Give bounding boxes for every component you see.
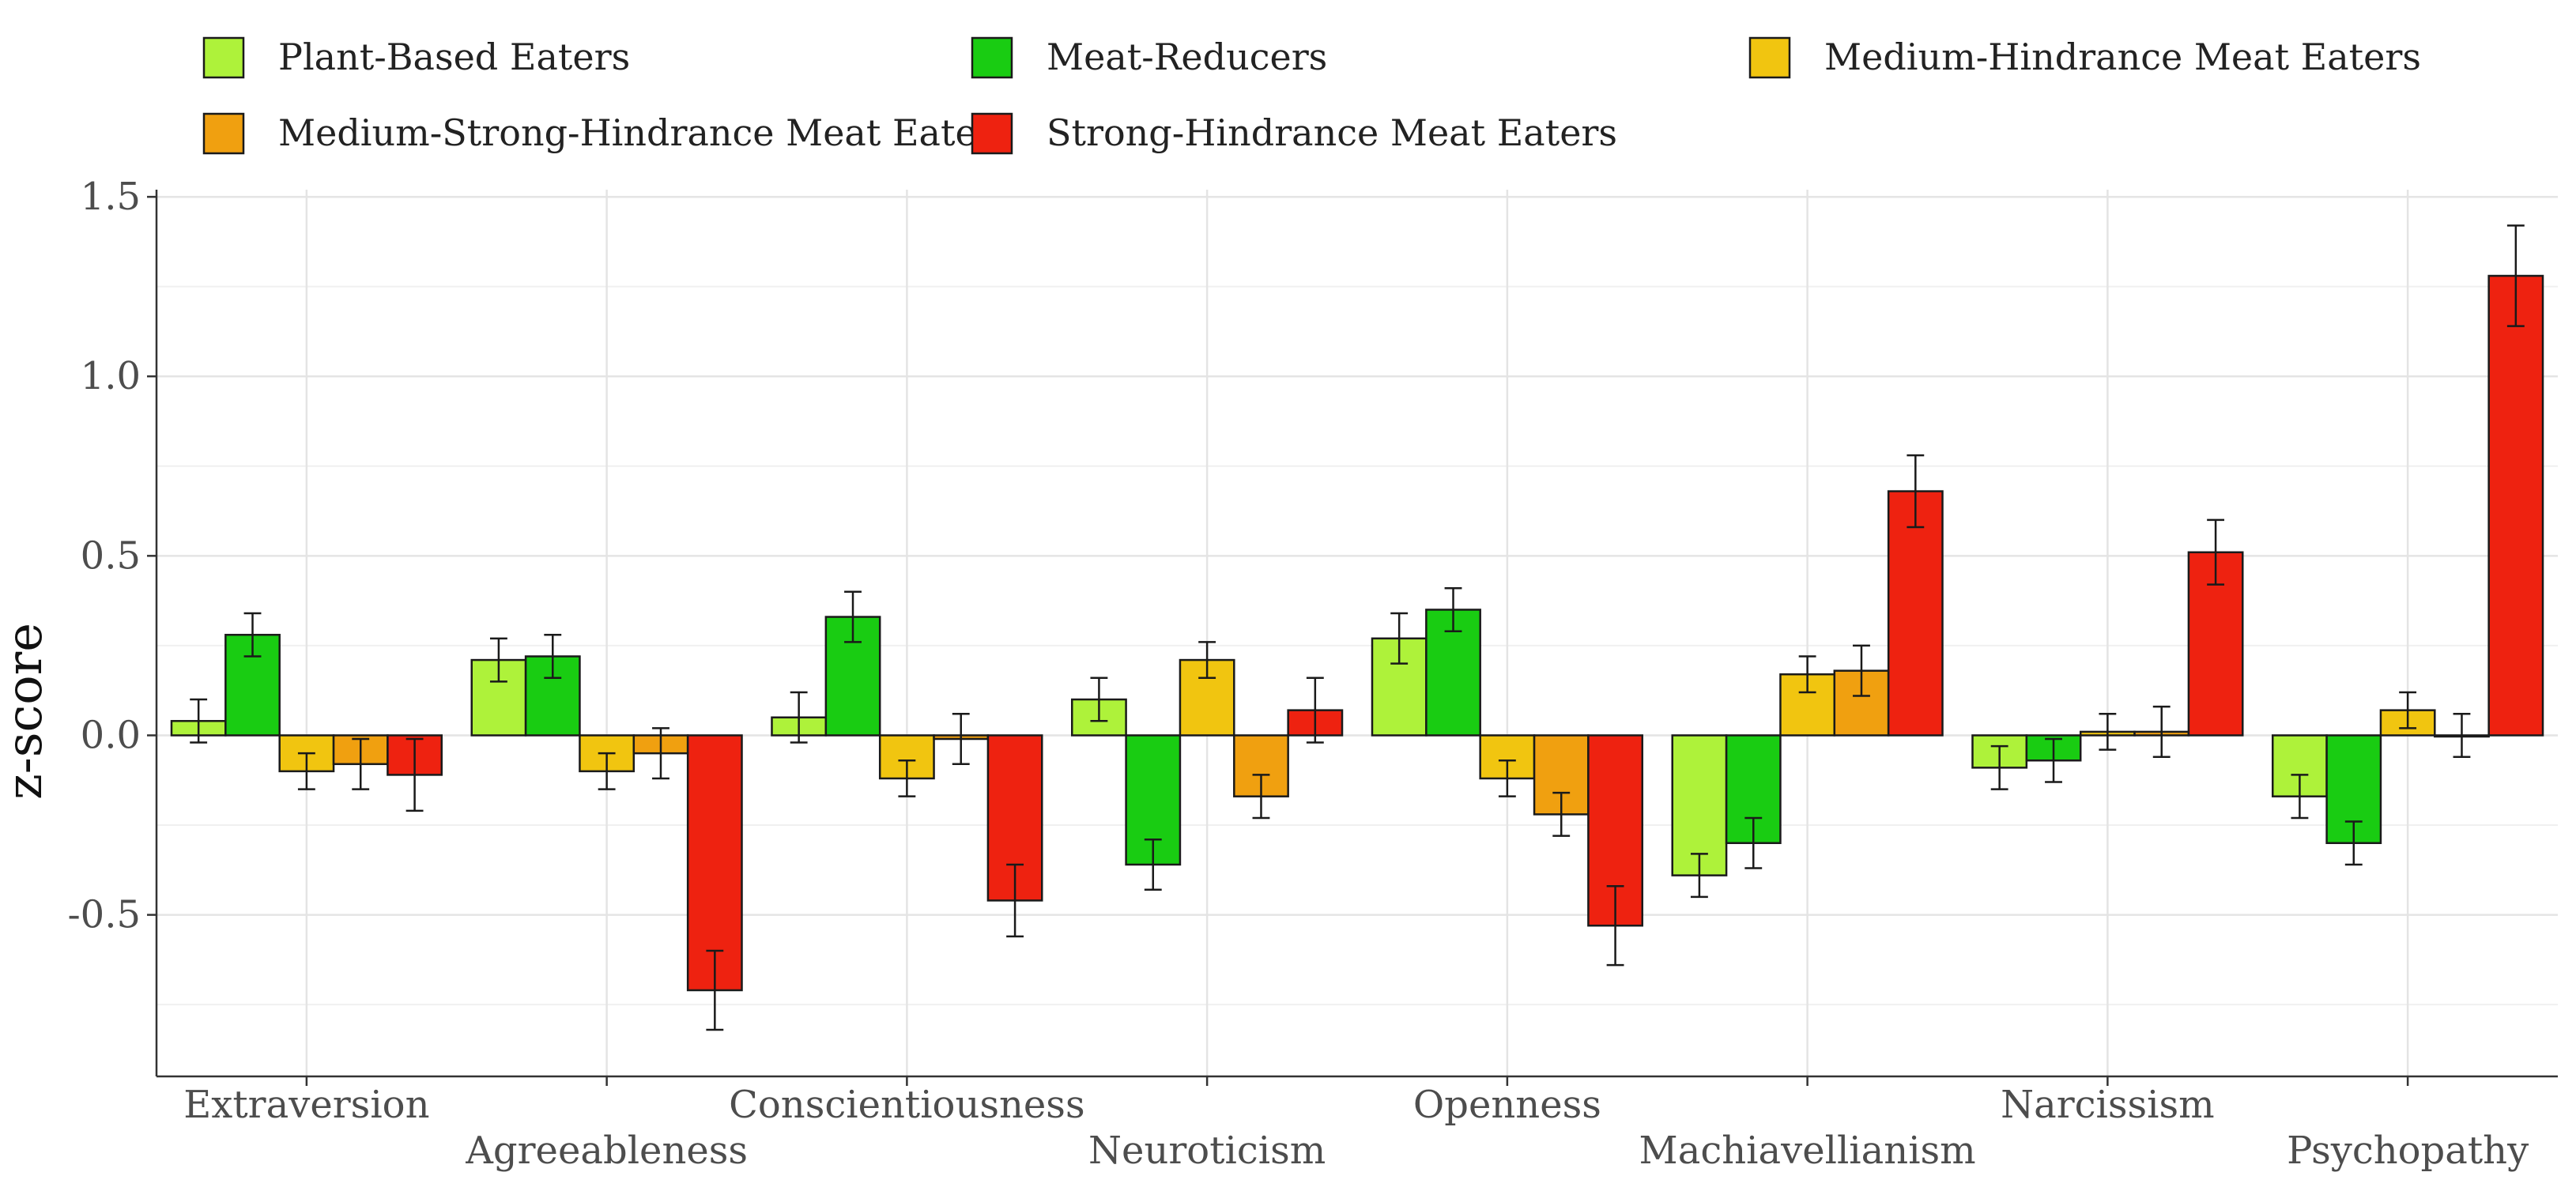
grid (157, 190, 2558, 1076)
legend: Plant-Based Eaters Meat-Reducers Medium-Hi… (202, 36, 2421, 155)
x-tick-label: Machiavellianism (1639, 1129, 1976, 1173)
y-tick-label: 0.0 (81, 713, 141, 757)
legend-swatch (971, 112, 1013, 155)
legend-swatch (971, 36, 1013, 79)
y-tick-label: 1.5 (81, 175, 141, 219)
legend-swatch (202, 112, 245, 155)
legend-label: Medium-Hindrance Meat Eaters (1824, 36, 2421, 78)
bar (1671, 734, 1728, 876)
legend-label: Medium-Strong-Hindrance Meat Eaters (278, 111, 1013, 154)
x-tick-label: Narcissism (2001, 1083, 2215, 1127)
legend-label: Plant-Based Eaters (278, 36, 630, 78)
x-tick-label: Openness (1413, 1083, 1601, 1127)
bar (2487, 274, 2544, 737)
legend-label: Meat-Reducers (1047, 36, 1327, 78)
y-tick-label: -0.5 (67, 893, 141, 937)
bars (170, 274, 2544, 992)
x-tick-label: Agreeableness (465, 1129, 748, 1173)
bar (686, 734, 743, 992)
x-tick-label: Extraversion (183, 1083, 429, 1127)
legend-label: Strong-Hindrance Meat Eaters (1047, 111, 1617, 154)
error-bars (190, 224, 2525, 1031)
axes: -0.5 0.0 0.5 1.0 1.5 Extraversion Agreeablenes… (67, 175, 2558, 1173)
legend-swatch (202, 36, 245, 79)
plot-panel (157, 190, 2558, 1076)
legend-swatch (1748, 36, 1791, 79)
y-axis-label: z-score (0, 623, 53, 800)
x-tick-label: Conscientiousness (729, 1083, 1084, 1127)
y-tick-label: 1.0 (81, 354, 141, 398)
bar (1887, 490, 1944, 737)
y-tick-label: 0.5 (81, 533, 141, 578)
bar (986, 734, 1043, 902)
x-tick-label: Psychopathy (2287, 1129, 2529, 1173)
x-tick-label: Neuroticism (1088, 1129, 1326, 1173)
